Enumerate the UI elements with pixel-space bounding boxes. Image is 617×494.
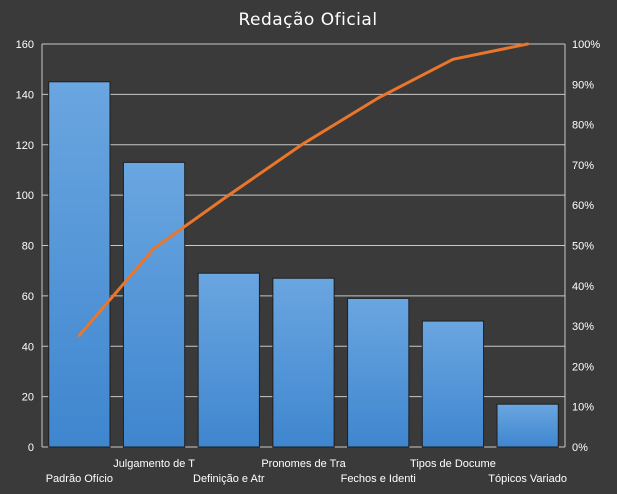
y2-tick-label: 30% xyxy=(572,321,594,333)
category-label: Pronomes de Tra xyxy=(261,458,346,470)
category-label: Padrão Ofício xyxy=(46,473,113,485)
y2-tick-label: 90% xyxy=(572,79,594,91)
y-tick-label: 0 xyxy=(28,442,34,454)
y-axis-right: 0% 10% 20% 30% 40% 50% 60% 70% 80% 90% 100% xyxy=(572,39,600,454)
cumulative-point-6 xyxy=(451,57,455,61)
bar-4 xyxy=(272,277,335,448)
bar-7 xyxy=(496,403,559,448)
y-tick-label: 120 xyxy=(16,140,34,152)
y2-tick-label: 40% xyxy=(572,281,594,293)
cumulative-point-4 xyxy=(302,142,305,146)
y2-tick-label: 60% xyxy=(572,200,594,212)
cumulative-point-7 xyxy=(526,42,530,46)
y-tick-label: 100 xyxy=(16,190,34,202)
chart-title: Redação Oficial xyxy=(238,10,377,30)
y-tick-label: 140 xyxy=(16,89,34,101)
category-label: Tópicos Variado xyxy=(488,473,567,485)
y2-tick-label: 70% xyxy=(572,160,594,172)
category-label: Fechos e Identi xyxy=(341,473,416,485)
y2-tick-label: 80% xyxy=(572,120,594,132)
y-tick-label: 160 xyxy=(16,39,34,51)
category-label: Definição e Atr xyxy=(193,473,265,485)
y2-tick-label: 100% xyxy=(572,39,600,51)
y-tick-label: 20 xyxy=(22,392,34,404)
category-label: Julgamento de T xyxy=(113,458,195,470)
cumulative-line xyxy=(77,42,530,337)
y2-tick-label: 10% xyxy=(572,402,594,414)
y2-tick-label: 20% xyxy=(572,361,594,373)
y2-tick-label: 50% xyxy=(572,241,594,253)
y-tick-label: 40 xyxy=(22,341,34,353)
bar-3 xyxy=(197,272,260,448)
y2-tick-label: 0% xyxy=(572,442,588,454)
y-axis-left: 0 20 40 60 80 100 120 140 160 xyxy=(16,39,34,454)
category-label: Tipos de Docume xyxy=(410,458,496,470)
cumulative-point-1 xyxy=(77,333,81,337)
y-tick-label: 60 xyxy=(22,291,34,303)
bar-2 xyxy=(122,161,186,448)
cumulative-point-5 xyxy=(376,96,380,100)
cumulative-point-3 xyxy=(227,193,231,197)
y-tick-label: 80 xyxy=(22,241,34,253)
bars xyxy=(48,81,559,448)
bar-6 xyxy=(421,320,485,448)
bar-1 xyxy=(48,81,111,448)
bar-5 xyxy=(347,297,410,448)
cumulative-point-2 xyxy=(152,246,156,250)
